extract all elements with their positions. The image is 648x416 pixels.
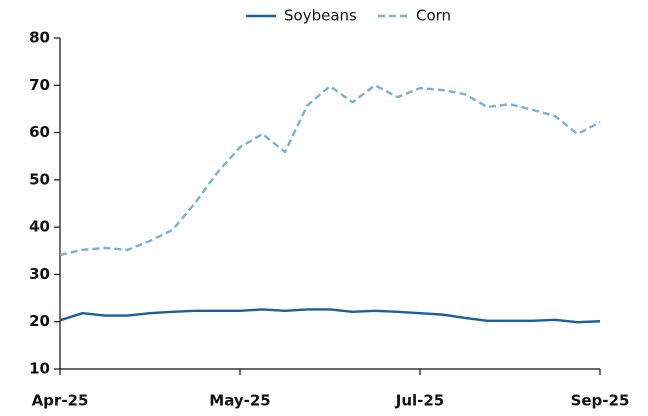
y-tick-label: 50 <box>29 170 50 188</box>
x-tick-label: May-25 <box>209 392 270 410</box>
y-tick-label: 20 <box>29 312 50 330</box>
x-tick-label: Apr-25 <box>32 392 89 410</box>
x-tick-label: Sep-25 <box>571 392 630 410</box>
line-series <box>59 84 601 257</box>
y-tick-label: 40 <box>29 218 50 236</box>
y-tick-label: 60 <box>29 123 50 141</box>
y-tick-label: 70 <box>29 76 50 94</box>
x-tick-label: Jul-25 <box>395 392 445 410</box>
legend-label: Soybeans <box>284 7 357 25</box>
y-tick-label: 10 <box>29 360 50 378</box>
legend-label: Corn <box>416 7 451 25</box>
y-tick-label: 80 <box>29 29 50 47</box>
line-series <box>59 308 601 324</box>
y-tick-label: 30 <box>29 265 50 283</box>
